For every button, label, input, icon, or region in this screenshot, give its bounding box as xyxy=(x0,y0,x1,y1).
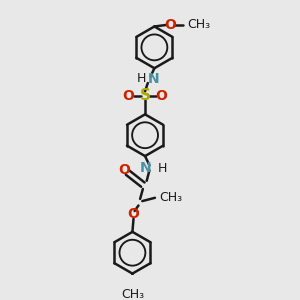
Text: S: S xyxy=(140,88,151,103)
Text: N: N xyxy=(140,161,152,175)
Text: H: H xyxy=(158,162,168,175)
Text: N: N xyxy=(148,72,159,86)
Text: O: O xyxy=(118,163,130,177)
Text: O: O xyxy=(156,89,167,103)
Text: O: O xyxy=(128,207,140,221)
Text: CH₃: CH₃ xyxy=(187,18,211,32)
Text: H: H xyxy=(137,72,146,85)
Text: CH₃: CH₃ xyxy=(159,191,182,204)
Text: O: O xyxy=(164,18,176,32)
Text: O: O xyxy=(123,89,134,103)
Text: CH₃: CH₃ xyxy=(121,288,144,300)
